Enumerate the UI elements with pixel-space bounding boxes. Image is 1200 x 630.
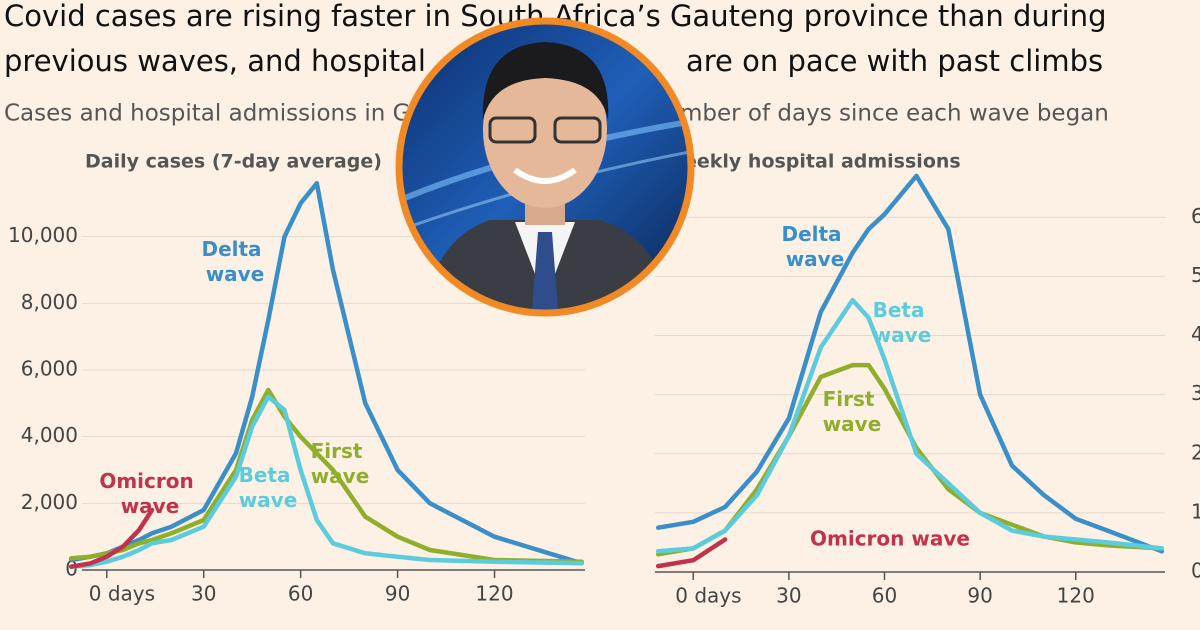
series-label: First wave: [311, 439, 370, 488]
series-label: Delta wave: [201, 237, 268, 286]
series-label: Omicron wave: [99, 469, 200, 518]
chart-title: eekly hospital admissions: [684, 151, 961, 173]
x-tick-label: 0 days: [675, 584, 741, 608]
x-tick-label: 90: [967, 584, 992, 608]
x-tick-label: 90: [385, 582, 410, 606]
x-tick-label: 0 days: [89, 582, 155, 606]
series-line: [655, 537, 728, 569]
x-tick-label: 60: [872, 584, 897, 608]
x-tick-label: 120: [475, 582, 513, 606]
photo-frame: [395, 17, 695, 317]
y-tick-label: 0: [1191, 559, 1200, 583]
series-label: Delta wave: [781, 222, 848, 271]
series-line: [68, 507, 155, 569]
series-line: [655, 173, 1165, 554]
y-tick-label: 2,000: [1191, 440, 1200, 464]
subtitle: Cases and hospital admissions in G: [4, 101, 411, 127]
x-tick-label: 120: [1057, 584, 1095, 608]
x-tick-label: 30: [191, 582, 216, 606]
y-tick-label: 6,000: [1191, 204, 1200, 228]
y-tick-label: 4,000: [21, 423, 78, 447]
y-tick-label: 3,000: [1191, 381, 1200, 405]
series-line: [655, 297, 1165, 554]
y-tick-label: 4,000: [1191, 322, 1200, 346]
series-label: Beta wave: [873, 298, 932, 347]
x-tick-label: 60: [288, 582, 313, 606]
y-tick-label: 6,000: [21, 357, 78, 381]
y-tick-label: 5,000: [1191, 263, 1200, 287]
chart-title: Daily cases (7-day average): [85, 151, 382, 173]
series-line: [68, 387, 585, 564]
title: are on pace with past climbs: [686, 44, 1103, 78]
series-line: [68, 394, 585, 569]
series-label: First wave: [823, 387, 882, 436]
y-tick-label: 2,000: [21, 490, 78, 514]
y-tick-label: 1,000: [1191, 499, 1200, 523]
y-tick-label: 10,000: [8, 223, 78, 247]
title: previous waves, and hospital: [4, 44, 426, 78]
series-label: Beta wave: [239, 463, 298, 512]
x-tick-label: 30: [776, 584, 801, 608]
subtitle: mber of days since each wave began: [680, 101, 1109, 127]
y-tick-label: 8,000: [21, 290, 78, 314]
series-label: Omicron wave: [810, 527, 970, 551]
